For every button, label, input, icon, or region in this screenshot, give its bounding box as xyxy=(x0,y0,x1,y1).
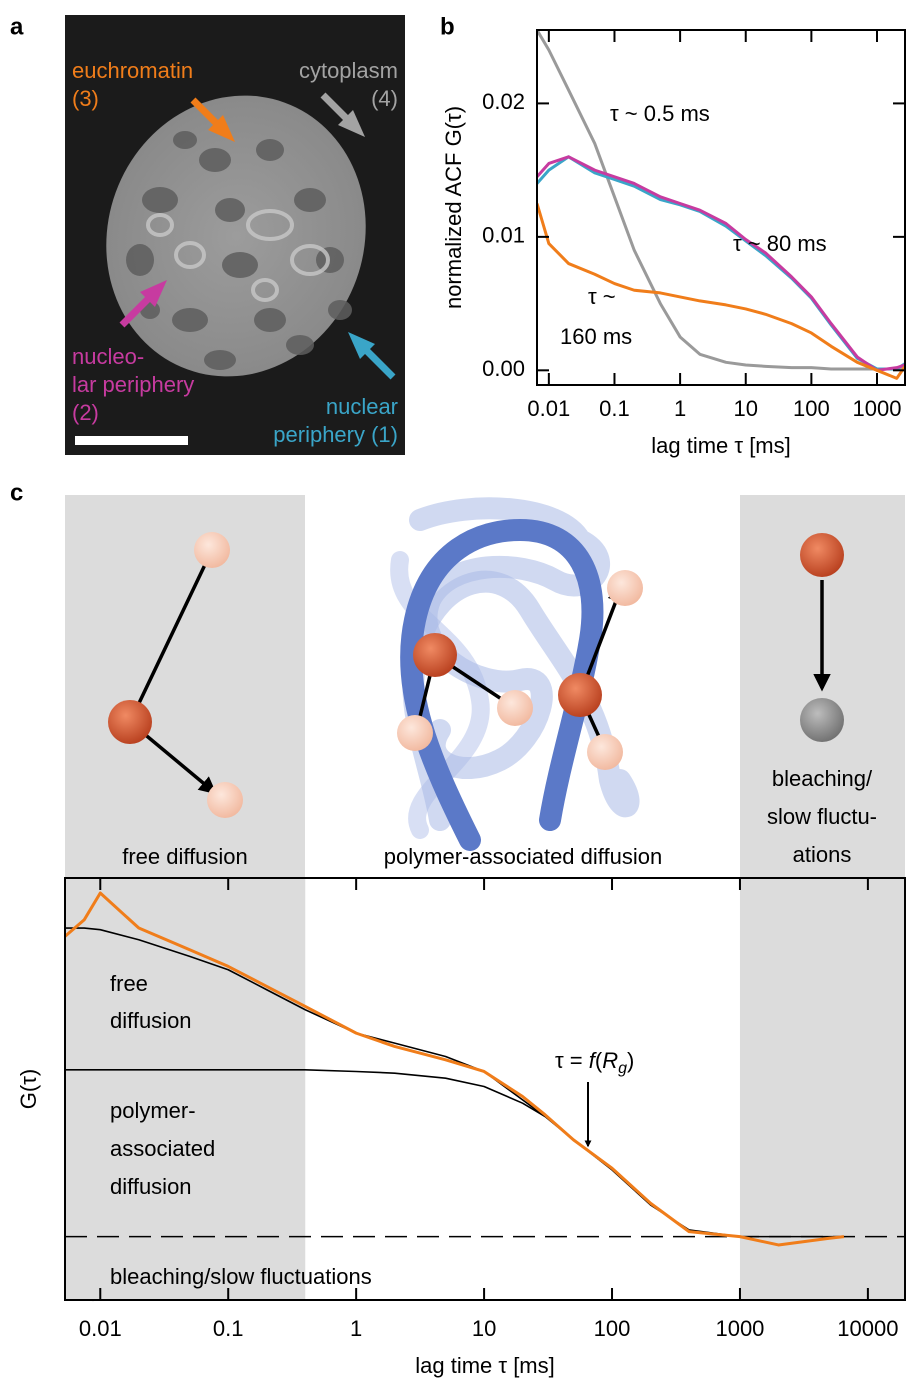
panel-label: a xyxy=(10,13,24,40)
x-tick-label: 0.01 xyxy=(79,1316,122,1341)
diagram-label: slow fluctu- xyxy=(767,804,877,829)
image-label: euchromatin xyxy=(72,58,193,83)
micrograph xyxy=(65,15,405,455)
annotation-part: ( xyxy=(595,1048,603,1073)
annotation-part: R xyxy=(602,1048,618,1073)
annotation-part: f xyxy=(589,1048,598,1073)
image-label: (2) xyxy=(72,400,99,425)
region-label: free xyxy=(110,971,148,996)
y-axis-label: normalized ACF G(τ) xyxy=(441,106,466,309)
panel-label: b xyxy=(440,13,455,40)
plot-frame xyxy=(536,29,906,386)
region-label: associated xyxy=(110,1136,215,1161)
y-tick-label: 0.01 xyxy=(482,223,525,248)
annotation-part: g xyxy=(618,1060,627,1077)
y-axis-label: G(τ) xyxy=(16,1069,41,1109)
x-tick-label: 1 xyxy=(674,396,686,421)
region-label: diffusion xyxy=(110,1008,192,1033)
series-line xyxy=(537,203,905,380)
x-tick-label: 1 xyxy=(350,1316,362,1341)
series-line xyxy=(65,891,845,1247)
shaded-range xyxy=(739,878,905,1300)
x-tick-label: 1000 xyxy=(715,1316,764,1341)
x-tick-label: 100 xyxy=(594,1316,631,1341)
image-label: periphery (1) xyxy=(273,422,398,447)
diagram-label: free diffusion xyxy=(122,844,248,869)
image-label: lar periphery xyxy=(72,372,194,397)
image-label: nucleo- xyxy=(72,344,144,369)
annotation: τ ~ 80 ms xyxy=(733,231,827,256)
diagram xyxy=(65,495,905,878)
x-axis-label: lag time τ [ms] xyxy=(415,1353,555,1378)
region-label: polymer- xyxy=(110,1098,196,1123)
annotation: τ = f(Rg) xyxy=(555,1048,634,1077)
x-tick-label: 10 xyxy=(733,396,757,421)
x-tick-label: 1000 xyxy=(853,396,902,421)
x-tick-label: 10000 xyxy=(837,1316,898,1341)
annotation: 160 ms xyxy=(560,324,632,349)
annotation-part: τ = xyxy=(555,1048,589,1073)
panel-label: c xyxy=(10,479,23,506)
x-tick-label: 0.1 xyxy=(213,1316,244,1341)
y-tick-label: 0.00 xyxy=(482,356,525,381)
series-line xyxy=(537,155,905,372)
series-line xyxy=(537,30,905,371)
x-tick-label: 100 xyxy=(793,396,830,421)
diagram-label: bleaching/ xyxy=(772,766,873,791)
y-tick-label: 0.02 xyxy=(482,89,525,114)
annotation-part: ) xyxy=(627,1048,634,1073)
annotation: τ ~ xyxy=(588,284,616,309)
diagram-label: polymer-associated diffusion xyxy=(384,844,662,869)
region-label: diffusion xyxy=(110,1174,192,1199)
region-label: bleaching/slow fluctuations xyxy=(110,1264,372,1289)
image-label: (4) xyxy=(371,86,398,111)
x-tick-label: 10 xyxy=(472,1316,496,1341)
x-tick-label: 0.01 xyxy=(527,396,570,421)
image-label: (3) xyxy=(72,86,99,111)
x-axis-label: lag time τ [ms] xyxy=(651,433,791,458)
image-label: nuclear xyxy=(326,394,398,419)
series-line xyxy=(65,1069,546,1118)
image-label: cytoplasm xyxy=(299,58,398,83)
diagram-label: ations xyxy=(793,842,852,867)
x-tick-label: 0.1 xyxy=(599,396,630,421)
annotation: τ ~ 0.5 ms xyxy=(610,101,710,126)
